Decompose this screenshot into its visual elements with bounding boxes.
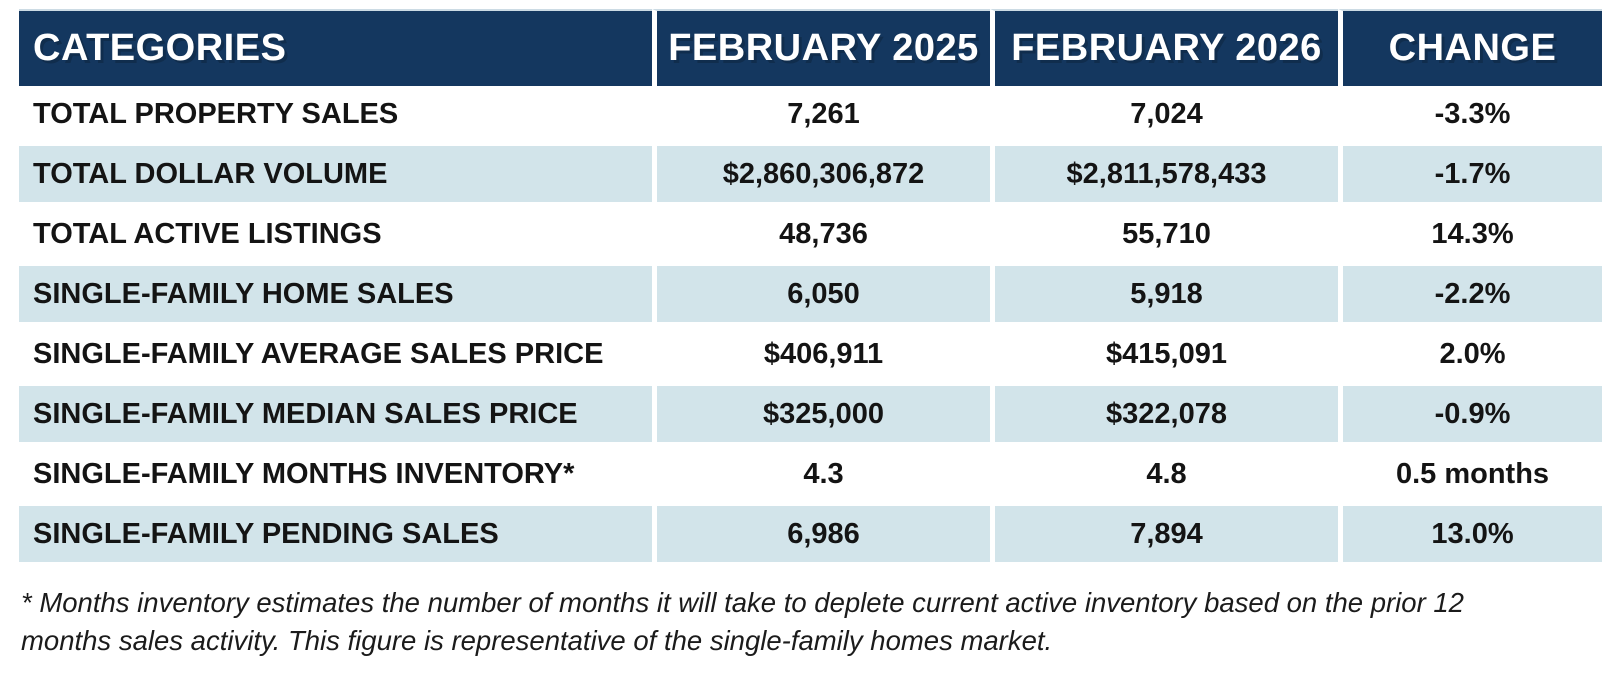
table-row: TOTAL PROPERTY SALES 7,261 7,024 -3.3% — [19, 86, 1602, 146]
stats-table: CATEGORIES FEBRUARY 2025 FEBRUARY 2026 C… — [19, 9, 1602, 566]
category-cell: SINGLE-FAMILY AVERAGE SALES PRICE — [19, 326, 652, 386]
value-cell: 6,050 — [652, 266, 990, 326]
value-cell: 7,894 — [990, 506, 1338, 566]
table-row: SINGLE-FAMILY AVERAGE SALES PRICE $406,91… — [19, 326, 1602, 386]
value-cell: -2.2% — [1338, 266, 1602, 326]
value-cell: 2.0% — [1338, 326, 1602, 386]
table-row: SINGLE-FAMILY HOME SALES 6,050 5,918 -2.2% — [19, 266, 1602, 326]
value-cell: -0.9% — [1338, 386, 1602, 446]
table-header: CATEGORIES FEBRUARY 2025 FEBRUARY 2026 C… — [19, 9, 1602, 86]
category-cell: SINGLE-FAMILY MONTHS INVENTORY* — [19, 446, 652, 506]
column-header-february-2026: FEBRUARY 2026 — [990, 9, 1338, 86]
value-cell: $2,860,306,872 — [652, 146, 990, 206]
value-cell: 0.5 months — [1338, 446, 1602, 506]
value-cell: -1.7% — [1338, 146, 1602, 206]
category-cell: SINGLE-FAMILY HOME SALES — [19, 266, 652, 326]
table-body: TOTAL PROPERTY SALES 7,261 7,024 -3.3% TOTAL… — [19, 86, 1602, 566]
value-cell: $2,811,578,433 — [990, 146, 1338, 206]
column-header-change: CHANGE — [1338, 9, 1602, 86]
value-cell: 4.3 — [652, 446, 990, 506]
months-inventory-footnote: * Months inventory estimates the number … — [21, 587, 1464, 656]
value-cell: 7,024 — [990, 86, 1338, 146]
value-cell: $322,078 — [990, 386, 1338, 446]
value-cell: 7,261 — [652, 86, 990, 146]
value-cell: -3.3% — [1338, 86, 1602, 146]
table-row: SINGLE-FAMILY PENDING SALES 6,986 7,894 13.… — [19, 506, 1602, 566]
value-cell: 55,710 — [990, 206, 1338, 266]
table-row: SINGLE-FAMILY MONTHS INVENTORY* 4.3 4.8 0.5… — [19, 446, 1602, 506]
table-row: TOTAL ACTIVE LISTINGS 48,736 55,710 14.3% — [19, 206, 1602, 266]
value-cell: 13.0% — [1338, 506, 1602, 566]
value-cell: $325,000 — [652, 386, 990, 446]
header-row: CATEGORIES FEBRUARY 2025 FEBRUARY 2026 C… — [19, 9, 1602, 86]
category-cell: SINGLE-FAMILY PENDING SALES — [19, 506, 652, 566]
table-row: TOTAL DOLLAR VOLUME $2,860,306,872 $2,811,… — [19, 146, 1602, 206]
category-cell: TOTAL PROPERTY SALES — [19, 86, 652, 146]
value-cell: 48,736 — [652, 206, 990, 266]
category-cell: TOTAL DOLLAR VOLUME — [19, 146, 652, 206]
value-cell: 14.3% — [1338, 206, 1602, 266]
column-header-categories: CATEGORIES — [19, 9, 652, 86]
value-cell: 6,986 — [652, 506, 990, 566]
category-cell: SINGLE-FAMILY MEDIAN SALES PRICE — [19, 386, 652, 446]
value-cell: 5,918 — [990, 266, 1338, 326]
value-cell: $406,911 — [652, 326, 990, 386]
value-cell: $415,091 — [990, 326, 1338, 386]
table-row: SINGLE-FAMILY MEDIAN SALES PRICE $325,000… — [19, 386, 1602, 446]
value-cell: 4.8 — [990, 446, 1338, 506]
category-cell: TOTAL ACTIVE LISTINGS — [19, 206, 652, 266]
column-header-february-2025: FEBRUARY 2025 — [652, 9, 990, 86]
